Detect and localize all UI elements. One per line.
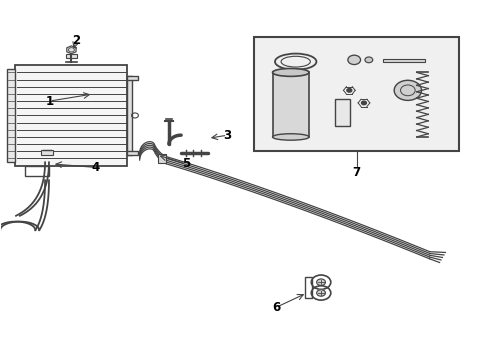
Bar xyxy=(6,69,15,162)
Text: 2: 2 xyxy=(72,33,80,47)
Bar xyxy=(158,154,165,163)
Circle shape xyxy=(347,55,360,64)
Text: 3: 3 xyxy=(223,129,231,142)
Text: 6: 6 xyxy=(271,301,280,314)
Circle shape xyxy=(361,101,366,105)
Circle shape xyxy=(316,279,325,285)
Bar xyxy=(272,72,308,137)
Circle shape xyxy=(364,57,372,63)
Circle shape xyxy=(316,290,325,296)
Ellipse shape xyxy=(281,56,310,67)
Bar xyxy=(127,150,138,155)
Bar xyxy=(127,76,131,155)
Bar xyxy=(41,149,53,155)
Circle shape xyxy=(346,89,351,92)
Ellipse shape xyxy=(272,134,308,140)
Bar xyxy=(305,277,311,298)
Text: 1: 1 xyxy=(45,95,53,108)
Bar xyxy=(334,99,349,126)
Bar xyxy=(383,59,424,62)
Text: 4: 4 xyxy=(91,161,100,174)
Text: 5: 5 xyxy=(182,157,190,170)
Circle shape xyxy=(393,80,421,100)
Bar xyxy=(25,166,49,176)
Text: 7: 7 xyxy=(352,166,360,179)
Ellipse shape xyxy=(274,54,316,70)
Polygon shape xyxy=(67,46,76,54)
Bar xyxy=(127,76,138,80)
Ellipse shape xyxy=(272,68,308,76)
Bar xyxy=(254,37,458,151)
Bar xyxy=(65,54,77,58)
Bar xyxy=(15,65,127,166)
